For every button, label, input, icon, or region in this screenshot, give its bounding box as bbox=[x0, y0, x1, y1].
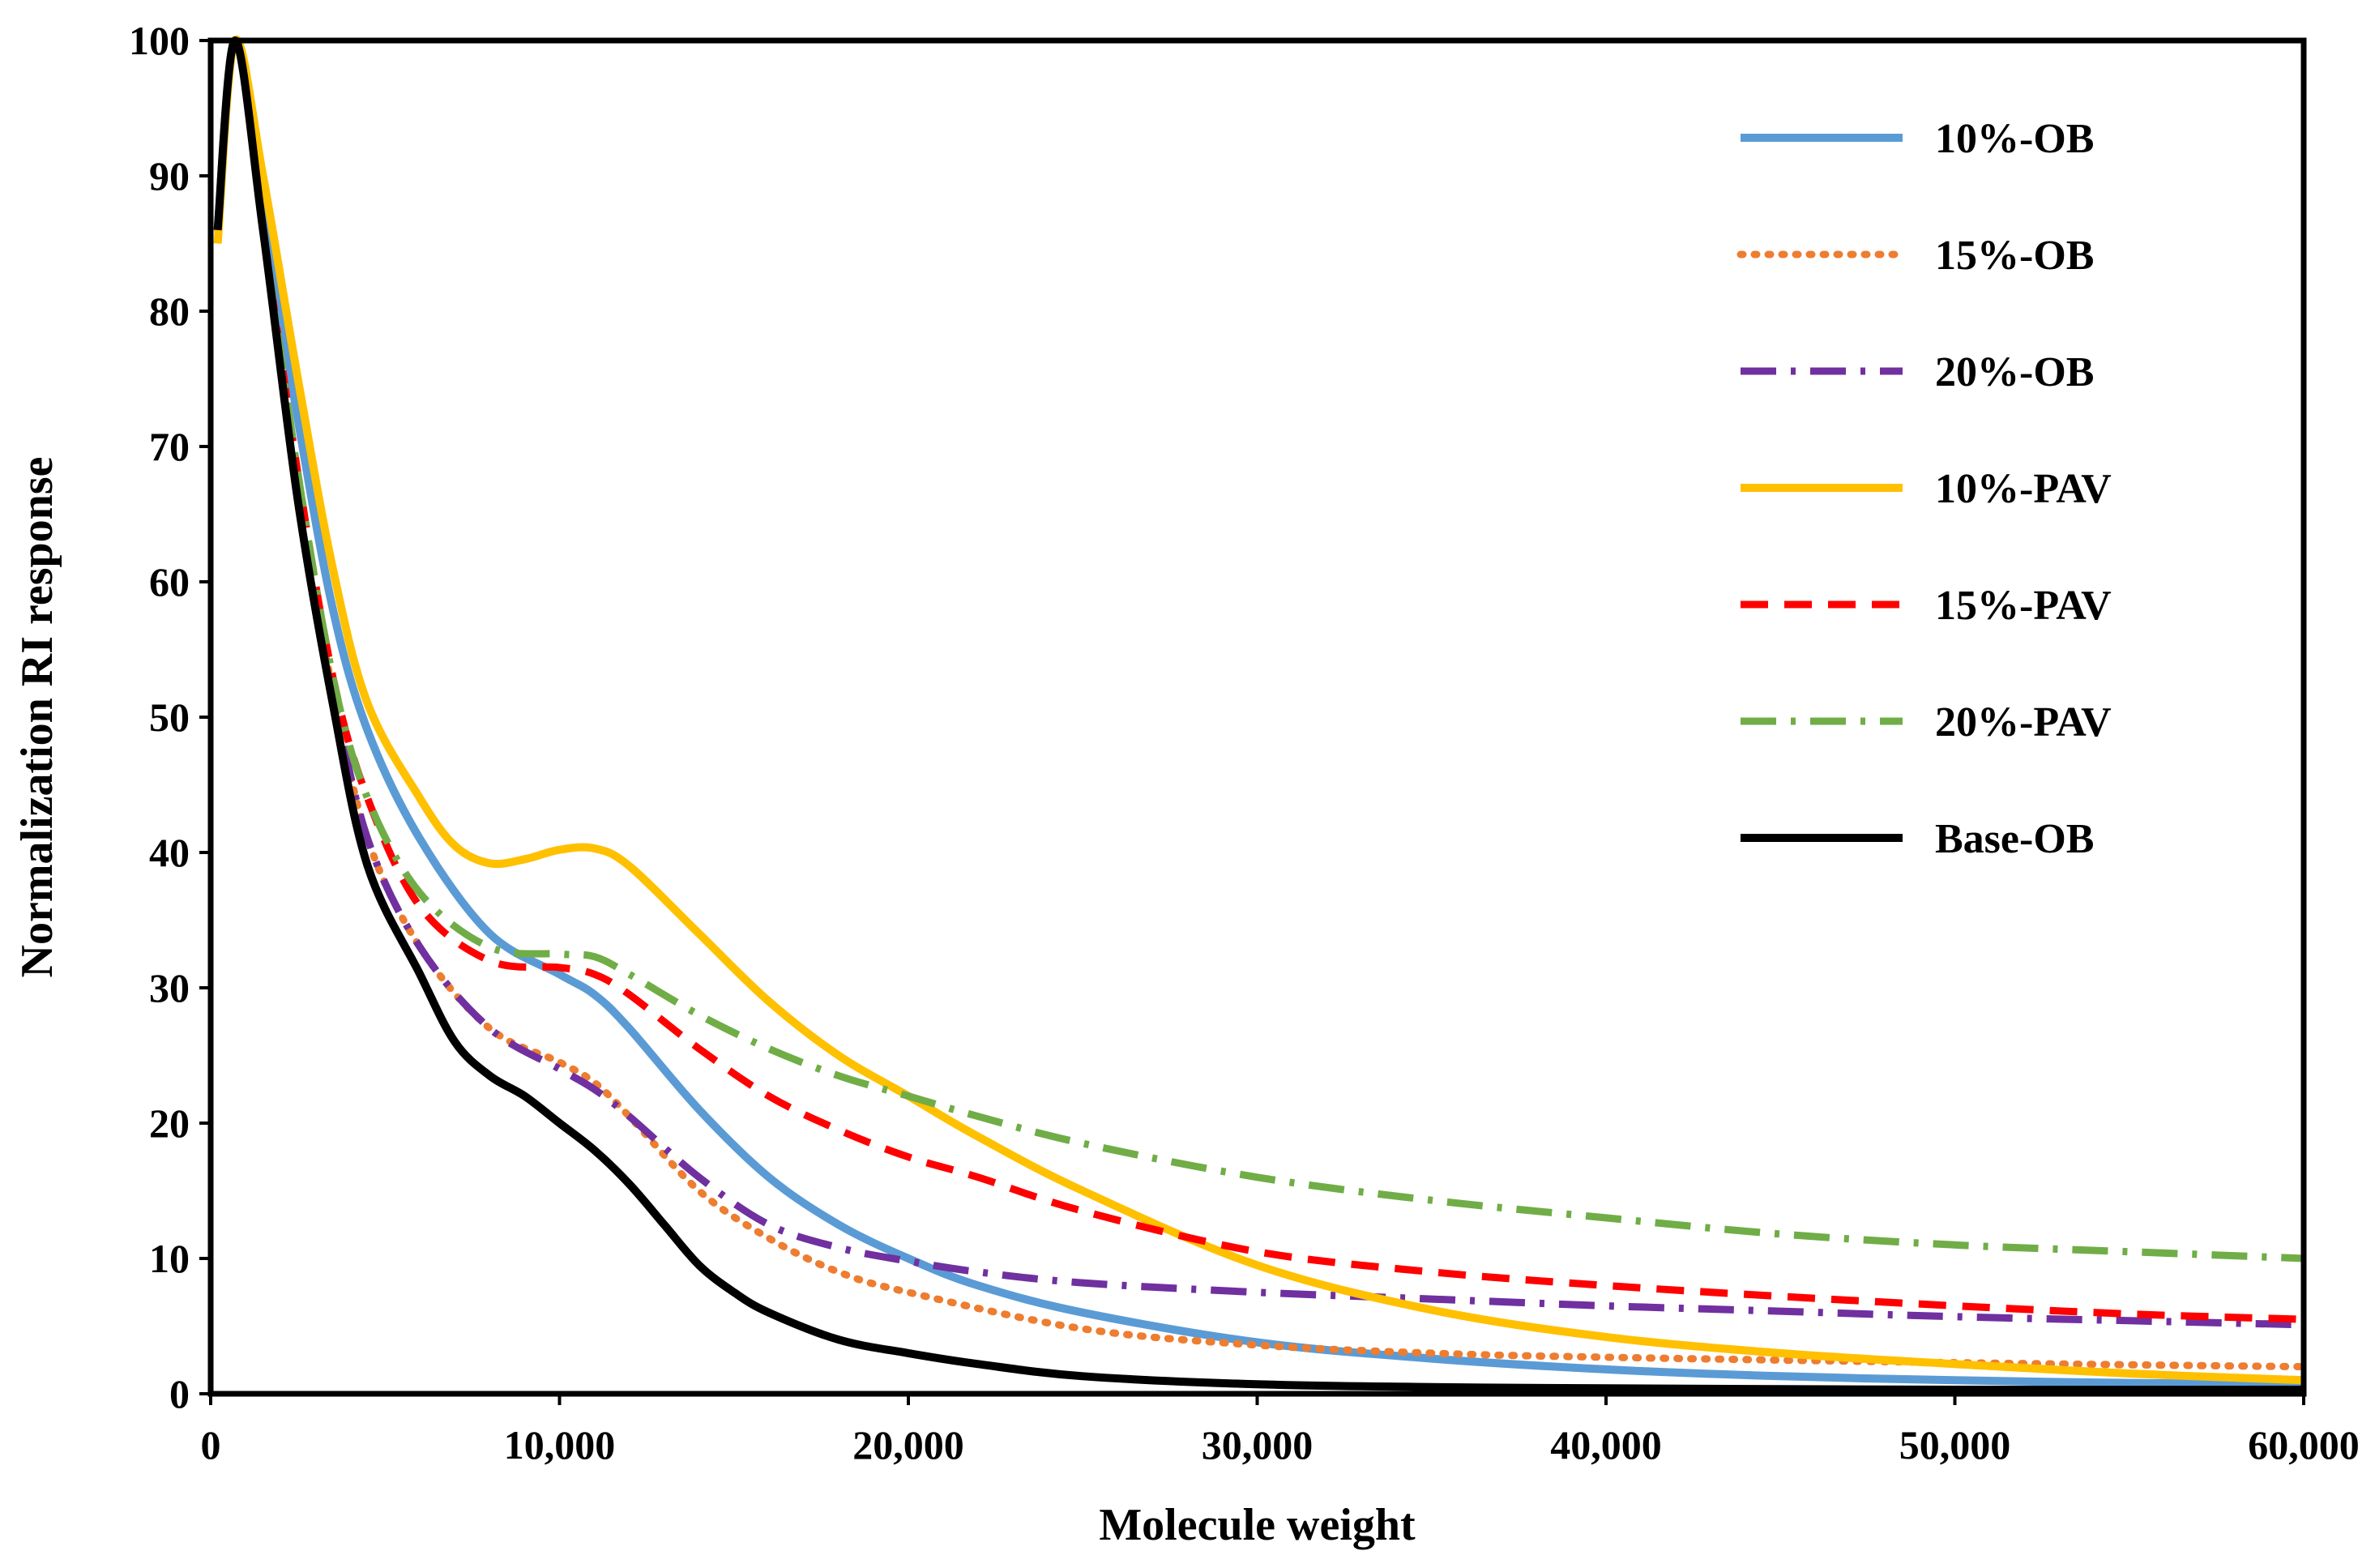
y-tick-label: 80 bbox=[149, 288, 190, 334]
x-tick-label: 40,000 bbox=[1550, 1422, 1662, 1468]
y-tick-label: 100 bbox=[129, 18, 190, 63]
legend-label-20pct-ob: 20%-OB bbox=[1935, 349, 2094, 395]
y-tick-label: 40 bbox=[149, 830, 190, 875]
y-tick-label: 30 bbox=[149, 965, 190, 1010]
legend-label-15pct-ob: 15%-OB bbox=[1935, 233, 2094, 279]
series-line-20pct-pav bbox=[214, 36, 2305, 1263]
legend: 10%-OB 15%-OB 20%-OB 10%-PAV 15%-PAV 20%-PAV B… bbox=[1736, 116, 2112, 862]
y-tick-label: 50 bbox=[149, 694, 190, 740]
y-axis-title: Normalization RI response bbox=[12, 457, 62, 978]
axis-layer: 0 10,000 20,000 30,000 40,000 50,000 60,000 0 10… bbox=[129, 18, 2360, 1468]
legend-label-base-ob: Base-OB bbox=[1935, 816, 2094, 862]
x-tick-label: 30,000 bbox=[1202, 1422, 1314, 1468]
series-line-base-ob bbox=[213, 36, 2305, 1395]
y-tick-label: 0 bbox=[169, 1371, 190, 1416]
x-tick-label: 0 bbox=[201, 1422, 221, 1468]
x-tick-label: 10,000 bbox=[504, 1422, 616, 1468]
y-tick-label: 20 bbox=[149, 1100, 190, 1146]
x-tick-label: 60,000 bbox=[2248, 1422, 2360, 1468]
y-tick-label: 90 bbox=[149, 153, 190, 199]
series-line-15pct-ob bbox=[214, 36, 2308, 1371]
legend-label-10pct-ob: 10%-OB bbox=[1935, 116, 2094, 162]
legend-label-10pct-pav: 10%-PAV bbox=[1935, 466, 2112, 512]
series-layer bbox=[213, 35, 2308, 1395]
x-axis-title: Molecule weight bbox=[1099, 1500, 1416, 1550]
legend-label-15pct-pav: 15%-PAV bbox=[1935, 583, 2112, 629]
x-tick-label: 50,000 bbox=[1899, 1422, 2011, 1468]
legend-label-20pct-pav: 20%-PAV bbox=[1935, 699, 2112, 746]
series-line-10pct-ob bbox=[213, 36, 2305, 1389]
y-tick-label: 60 bbox=[149, 559, 190, 605]
x-tick-label: 20,000 bbox=[852, 1422, 964, 1468]
y-tick-label: 70 bbox=[149, 424, 190, 469]
series-line-10pct-pav bbox=[213, 35, 2305, 1385]
y-tick-label: 10 bbox=[149, 1236, 190, 1281]
